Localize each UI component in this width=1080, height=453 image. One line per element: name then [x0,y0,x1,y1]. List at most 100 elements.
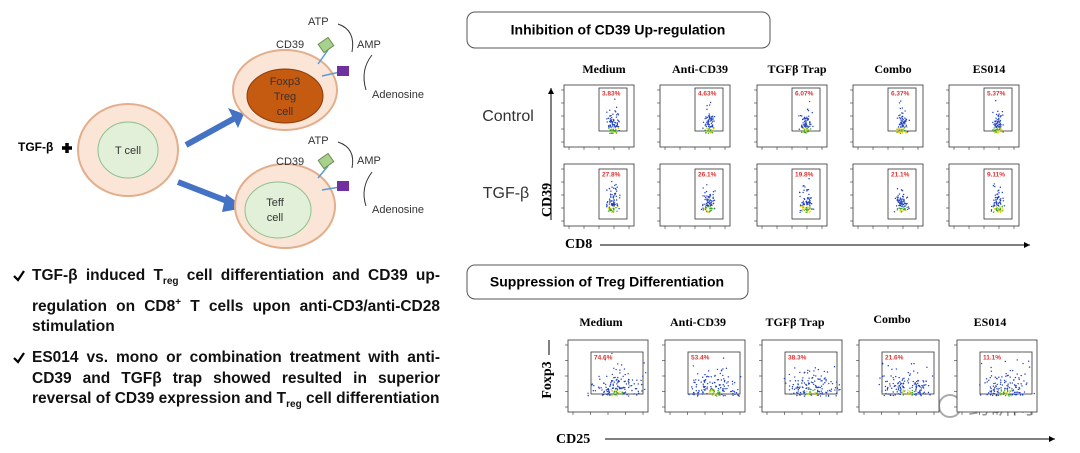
event-dot [920,389,922,391]
bullet-text: TGF-β induced Treg cell differentiation … [32,266,440,338]
event-dot [911,391,914,394]
event-dot [616,203,618,205]
event-dot [999,379,1002,381]
adenosine: Adenosine [372,204,424,216]
event-dot [923,384,926,386]
cd39-top: ATP CD39 AMP Adenosine [276,16,424,101]
event-dot [620,364,623,366]
event-dot [902,394,905,396]
event-dot [883,394,885,397]
event-dot [816,389,819,392]
event-dot [1002,390,1005,393]
event-dot [613,209,615,211]
event-dot [803,116,806,119]
event-dot [1008,395,1010,397]
event-dot [878,383,880,386]
event-dot [998,113,1000,115]
event-dot [606,388,608,391]
event-dot [807,380,809,382]
event-dot [594,389,597,392]
event-dot [788,385,791,387]
event-dot [834,389,836,391]
event-dot [708,195,710,198]
event-dot [609,385,611,387]
event-dot [613,195,615,197]
event-dot [803,391,806,394]
event-dot [907,378,910,380]
event-dot [607,394,609,396]
event-dot [885,392,887,395]
event-dot [1004,389,1006,391]
event-dot [808,100,811,103]
event-dot [636,394,638,396]
event-dot [901,382,903,385]
event-dot [708,197,710,199]
event-dot [688,393,690,396]
event-dot [902,129,905,132]
event-dot [711,131,713,134]
event-dot [720,393,722,395]
text-run: T cells upon anti-CD3/anti-CD28 stimulat… [32,297,440,336]
event-dot [819,378,821,380]
event-dot [614,98,616,100]
event-dot [712,129,714,131]
event-dot [995,201,998,204]
event-dot [614,391,616,393]
event-dot [979,384,981,386]
event-dot [997,394,1000,396]
event-dot [1008,386,1011,389]
event-dot [707,204,709,206]
event-dot [614,184,616,187]
event-dot [806,116,808,118]
event-dot [716,395,718,397]
event-dot [717,387,720,390]
event-dot [992,392,995,395]
event-dot [734,393,736,396]
event-dot [1002,124,1004,126]
event-dot [710,376,712,378]
event-dot [881,375,884,378]
event-dot [911,384,914,387]
event-dot [897,389,899,391]
event-dot [706,388,708,390]
treg-label: Treg [274,91,296,103]
event-dot [618,207,620,210]
percentage: 21.1% [891,172,910,179]
event-dot [723,380,726,383]
event-dot [704,207,707,209]
event-dot [911,386,913,389]
event-dot [897,126,900,128]
event-dot [916,372,919,374]
event-dot [827,390,829,392]
event-dot [815,386,817,389]
event-dot [727,376,730,378]
event-dot [997,128,999,131]
event-dot [701,389,703,391]
event-dot [922,385,924,387]
event-dot [617,113,619,115]
event-dot [724,388,726,390]
event-dot [994,129,996,131]
event-dot [998,189,1000,191]
event-dot [898,102,901,104]
event-dot [1009,369,1012,372]
event-dot [798,191,801,194]
event-dot [897,382,900,384]
event-dot [993,132,996,134]
event-dot [609,129,612,131]
event-dot [813,370,815,372]
event-dot [997,125,1000,127]
event-dot [820,390,822,392]
event-dot [1015,393,1018,396]
event-dot [999,128,1001,131]
event-dot [1000,387,1002,389]
event-dot [894,394,896,396]
event-dot [1011,388,1013,390]
event-dot [911,389,913,392]
event-dot [709,388,712,391]
event-dot [808,178,810,180]
event-dot [901,208,903,210]
event-dot [993,382,995,385]
percentage: 3.83% [602,91,621,98]
event-dot [591,384,593,386]
